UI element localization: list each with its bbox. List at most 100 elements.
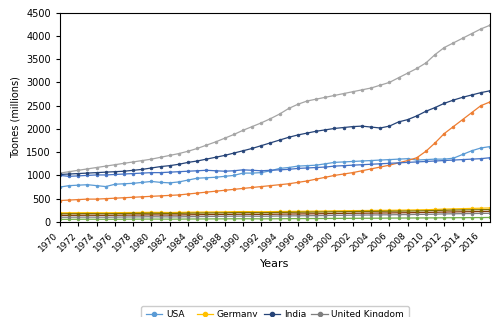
Sweden xyxy=(487,216,493,219)
Italy xyxy=(268,212,274,216)
Germany xyxy=(304,209,310,213)
USA xyxy=(249,171,255,175)
United Kingdom xyxy=(423,212,429,216)
Sweden xyxy=(249,217,255,221)
Sweden xyxy=(359,217,365,220)
India xyxy=(158,165,164,168)
United Kingdom xyxy=(359,213,365,217)
Italy xyxy=(258,212,264,216)
India xyxy=(258,144,264,147)
China xyxy=(249,125,255,128)
Italy xyxy=(276,212,282,216)
China xyxy=(148,157,154,161)
Line: USA: USA xyxy=(58,145,492,188)
USA xyxy=(460,152,466,156)
Brazil xyxy=(84,197,90,201)
Sweden xyxy=(185,217,191,221)
Finland xyxy=(359,210,365,213)
India xyxy=(487,89,493,93)
Finland xyxy=(185,211,191,215)
Finland xyxy=(304,210,310,214)
USA xyxy=(304,164,310,168)
Finland xyxy=(194,211,200,215)
Germany xyxy=(386,208,392,212)
Finland xyxy=(148,211,154,215)
Brazil xyxy=(450,125,456,128)
China xyxy=(140,158,145,162)
India xyxy=(102,170,108,174)
India xyxy=(468,93,474,97)
India xyxy=(286,135,292,139)
USA xyxy=(204,176,210,180)
Germany xyxy=(76,211,82,215)
Italy xyxy=(130,213,136,217)
China xyxy=(332,94,338,97)
Germany xyxy=(442,207,448,211)
Finland xyxy=(450,208,456,212)
Italy xyxy=(84,213,90,217)
United Kingdom xyxy=(204,215,210,218)
Brazil xyxy=(176,193,182,197)
Finland xyxy=(121,212,127,216)
China xyxy=(76,168,82,172)
Austria xyxy=(386,161,392,165)
USA xyxy=(487,145,493,148)
Finland xyxy=(460,208,466,212)
China xyxy=(368,86,374,90)
China xyxy=(112,163,118,167)
Italy xyxy=(313,212,319,216)
Sweden xyxy=(84,217,90,221)
Sweden xyxy=(268,217,274,221)
Germany xyxy=(194,210,200,214)
Germany xyxy=(468,206,474,210)
Brazil xyxy=(222,188,228,192)
India xyxy=(368,125,374,129)
United Kingdom xyxy=(295,214,301,218)
Finland xyxy=(112,212,118,216)
India xyxy=(359,124,365,128)
Finland xyxy=(57,212,63,216)
Sweden xyxy=(414,216,420,220)
China xyxy=(340,92,346,95)
United Kingdom xyxy=(222,214,228,218)
Sweden xyxy=(94,217,100,221)
Brazil xyxy=(350,171,356,175)
Austria xyxy=(396,161,402,165)
China xyxy=(240,128,246,132)
India xyxy=(423,109,429,113)
Finland xyxy=(313,210,319,214)
Austria xyxy=(57,173,63,177)
Finland xyxy=(76,212,82,216)
USA xyxy=(231,173,237,177)
Brazil xyxy=(276,183,282,187)
Sweden xyxy=(240,217,246,221)
Finland xyxy=(386,209,392,213)
Austria xyxy=(404,160,410,164)
Brazil xyxy=(102,197,108,201)
Brazil xyxy=(57,199,63,203)
Brazil xyxy=(76,198,82,202)
Germany xyxy=(286,210,292,213)
United Kingdom xyxy=(386,213,392,217)
United Kingdom xyxy=(76,215,82,219)
Austria xyxy=(442,158,448,162)
China xyxy=(121,161,127,165)
India xyxy=(140,167,145,171)
Finland xyxy=(350,210,356,213)
Brazil xyxy=(322,175,328,179)
Italy xyxy=(386,211,392,215)
Italy xyxy=(423,210,429,214)
Italy xyxy=(377,211,383,215)
USA xyxy=(194,176,200,180)
Germany xyxy=(148,210,154,214)
China xyxy=(194,146,200,150)
China xyxy=(268,117,274,120)
USA xyxy=(404,157,410,161)
Italy xyxy=(57,213,63,217)
Austria xyxy=(158,171,164,175)
United Kingdom xyxy=(249,214,255,218)
USA xyxy=(313,163,319,167)
Sweden xyxy=(386,216,392,220)
Sweden xyxy=(66,217,72,221)
United Kingdom xyxy=(304,214,310,217)
